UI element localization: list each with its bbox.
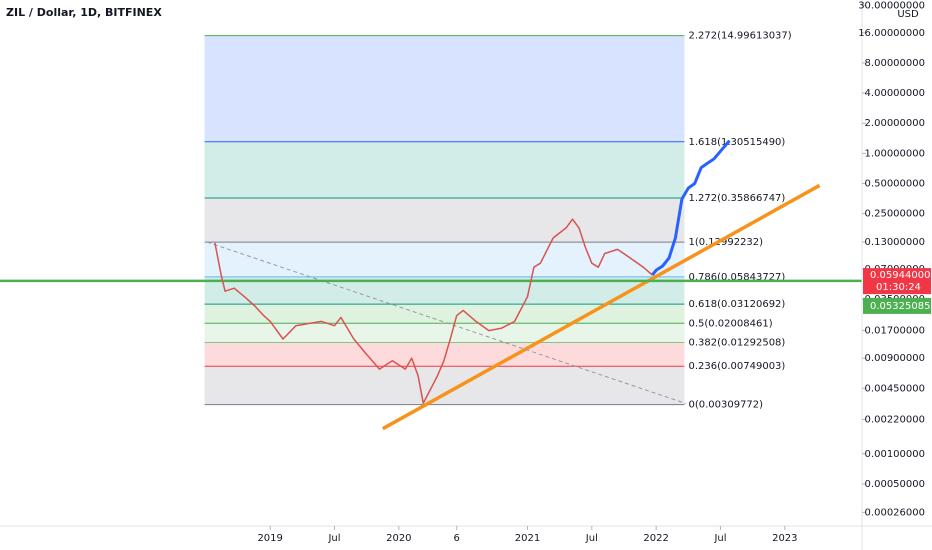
x-tick-label: Jul (585, 533, 598, 544)
line-price-box (863, 297, 931, 314)
y-tick-label: 4.00000000 (865, 88, 925, 99)
fib-label: 1.618(1.30515490) (688, 137, 785, 148)
fib-label: 0.786(0.05843727) (688, 272, 785, 283)
y-tick-label: 16.00000000 (858, 28, 925, 39)
fib-label: 0(0.00309772) (688, 400, 763, 411)
fib-zone (204, 197, 685, 243)
y-tick-label: 0.13000000 (865, 237, 925, 248)
unit-label: USD (897, 9, 919, 20)
fib-label: 0.382(0.01292508) (688, 337, 785, 348)
y-tick-label: 0.00050000 (865, 479, 925, 490)
fib-zone (204, 242, 685, 277)
fib-label: 1(0.12992232) (688, 237, 763, 248)
x-tick-label: Jul (327, 533, 340, 544)
fib-zone (204, 366, 685, 405)
plot-area: 2.272(14.99613037) 1.618(1.30515490) 1.272… (0, 31, 862, 431)
x-tick-label: Jul (713, 533, 726, 544)
fib-zone (204, 342, 685, 367)
fib-label: 0.5(0.02008461) (688, 318, 772, 329)
y-tick-label: 0.01700000 (865, 326, 925, 337)
fib-label: 1.272(0.35866747) (688, 193, 785, 204)
y-tick-label: 0.50000000 (865, 179, 925, 190)
last-price-box (863, 268, 931, 295)
trendline (381, 183, 821, 431)
fib-zone (204, 141, 685, 198)
x-tick-label: 2023 (772, 533, 797, 544)
countdown-label: 01:30:24 (876, 282, 921, 293)
chart-title: ZIL / Dollar, 1D, BITFINEX (6, 6, 162, 19)
fib-label: 0.618(0.03120692) (688, 299, 785, 310)
y-tick-label: 0.00220000 (865, 414, 925, 425)
x-tick-label: 2021 (515, 533, 540, 544)
y-tick-label: 0.25000000 (865, 209, 925, 220)
y-tick-label: 2.00000000 (865, 118, 925, 129)
y-tick-label: 30.00000000 (858, 0, 925, 11)
last-price-label: 0.05944000 (870, 270, 930, 281)
y-tick-label: 0.00450000 (865, 383, 925, 394)
x-tick-label: 2019 (257, 533, 282, 544)
y-tick-label: 0.00900000 (865, 353, 925, 364)
x-tick-label: 2022 (643, 533, 668, 544)
line-price-label: 0.05325085 (870, 301, 930, 312)
fib-label: 2.272(14.99613037) (688, 31, 791, 42)
y-tick-label: 1.00000000 (865, 148, 925, 159)
price-line (214, 218, 653, 404)
fib-zone (204, 323, 685, 343)
trendline (206, 241, 686, 404)
x-tick-label: 2020 (386, 533, 411, 544)
y-tick-label: 8.00000000 (865, 58, 925, 69)
x-tick-label: 6 (454, 533, 460, 544)
y-tick-label: 0.00100000 (865, 449, 925, 460)
fib-zone (204, 304, 685, 324)
fib-zone (204, 35, 685, 142)
fib-label: 0.236(0.00749003) (688, 361, 785, 372)
price-line (651, 139, 731, 276)
y-tick-label: 0.00026000 (865, 507, 925, 518)
